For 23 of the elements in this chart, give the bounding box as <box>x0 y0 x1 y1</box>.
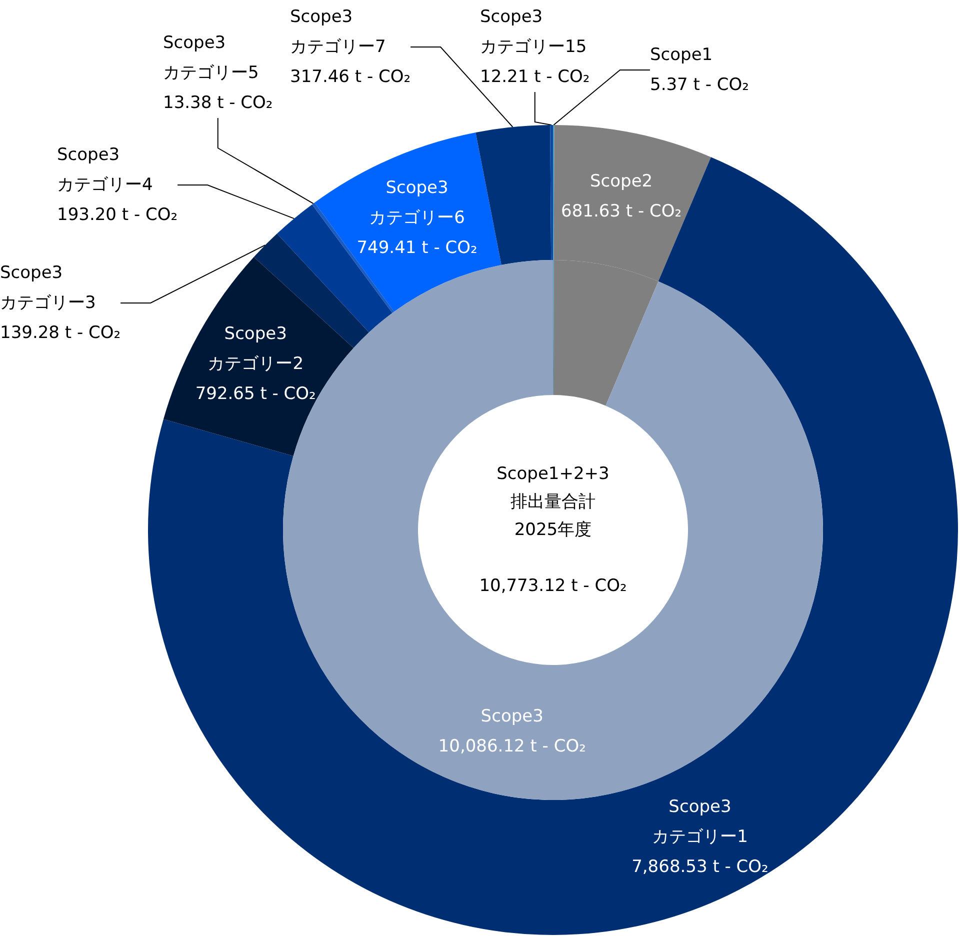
data-label: 317.46 t - CO₂ <box>290 67 411 87</box>
data-label: 12.21 t - CO₂ <box>480 67 590 87</box>
slice-label: Scope3 カテゴリー5 <box>163 33 259 83</box>
slice-label: Scope3 カテゴリー4 <box>57 145 153 195</box>
data-label: 193.20 t - CO₂ <box>57 205 178 225</box>
data-label: 792.65 t - CO₂ <box>195 384 316 404</box>
data-label: 13.38 t - CO₂ <box>163 93 273 113</box>
slice-label: Scope3 カテゴリー2 <box>208 324 304 374</box>
slice-label: Scope3 カテゴリー6 <box>369 178 465 228</box>
data-label: 749.41 t - CO₂ <box>356 238 478 258</box>
slice-label: Scope3 <box>480 706 544 726</box>
text: Scope1+2+3 排出量合計 2025年度 10,773.12 t - CO₂ <box>479 464 627 596</box>
data-label: 7,868.53 t - CO₂ <box>632 857 768 878</box>
slice-label: Scope3 カテゴリー1 <box>652 797 748 848</box>
data-label: 139.28 t - CO₂ <box>0 323 121 343</box>
slice-label: Scope3 カテゴリー7 <box>290 7 386 57</box>
data-label: 5.37 t - CO₂ <box>650 75 749 95</box>
slice-label: Scope3 カテゴリー3 <box>0 263 96 313</box>
slice-label: Scope3 カテゴリー15 <box>480 7 587 57</box>
slice-label: Scope1 <box>650 45 713 65</box>
slice-label: Scope2 <box>590 171 653 192</box>
data-label: 681.63 t - CO₂ <box>561 201 682 222</box>
data-label: 10,086.12 t - CO₂ <box>438 736 586 756</box>
